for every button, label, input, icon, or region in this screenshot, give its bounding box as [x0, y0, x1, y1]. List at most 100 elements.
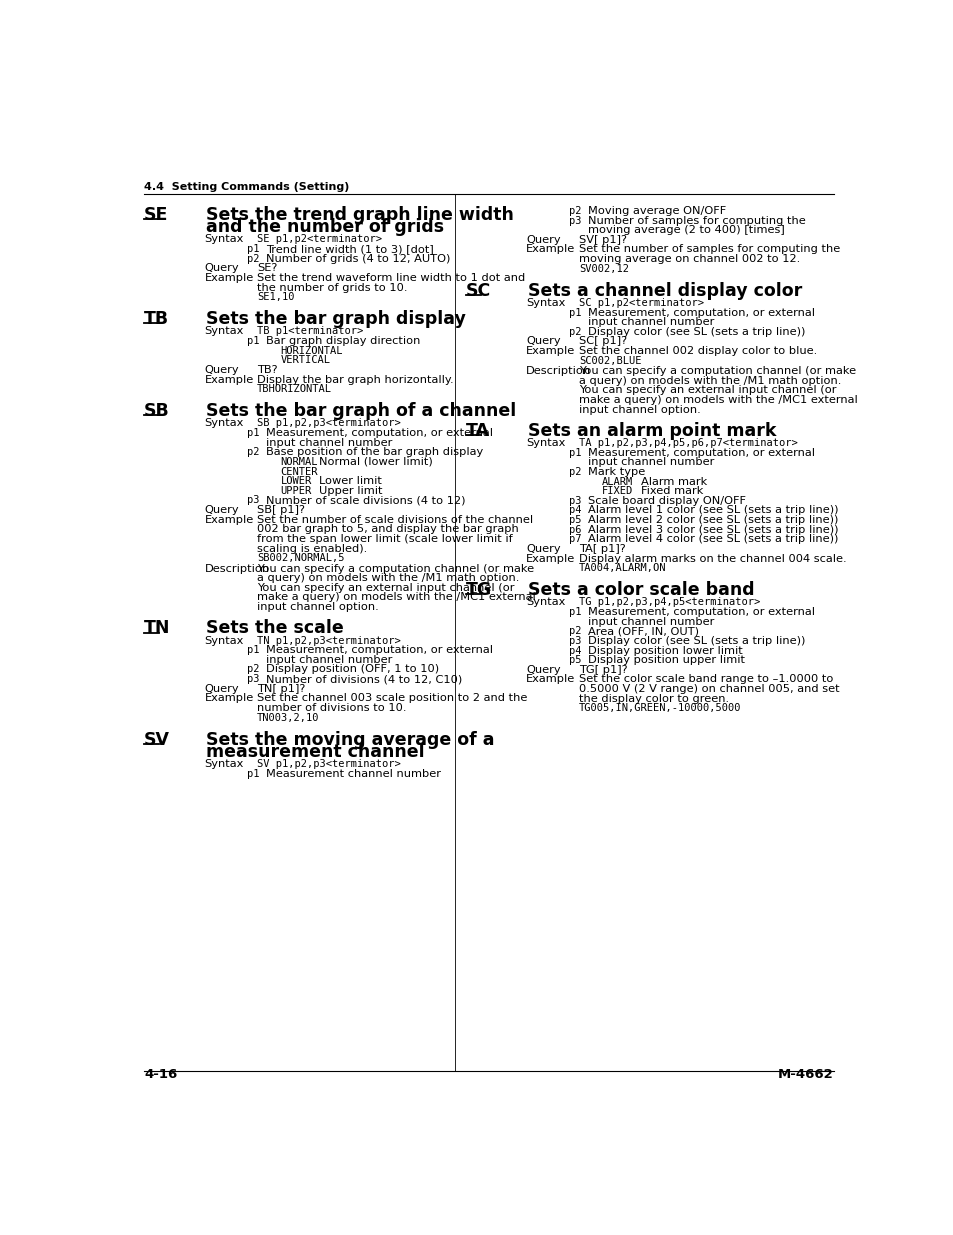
Text: Trend line width (1 to 3) [dot]: Trend line width (1 to 3) [dot]	[266, 245, 434, 254]
Text: TB: TB	[144, 310, 169, 329]
Text: and the number of grids: and the number of grids	[206, 219, 444, 236]
Text: Set the trend waveform line width to 1 dot and: Set the trend waveform line width to 1 d…	[257, 273, 525, 283]
Text: LOWER: LOWER	[280, 477, 312, 487]
Text: input channel number: input channel number	[587, 457, 714, 467]
Text: TN p1,p2,p3<terminator>: TN p1,p2,p3<terminator>	[257, 636, 400, 646]
Text: M-4662: M-4662	[778, 1068, 833, 1082]
Text: Sets the trend graph line width: Sets the trend graph line width	[206, 206, 514, 224]
Text: Sets a channel display color: Sets a channel display color	[527, 282, 801, 300]
Text: HORIZONTAL: HORIZONTAL	[280, 346, 342, 356]
Text: input channel option.: input channel option.	[578, 405, 700, 415]
Text: Query: Query	[525, 543, 560, 555]
Text: Sets the bar graph display: Sets the bar graph display	[206, 310, 465, 329]
Text: SE?: SE?	[257, 263, 277, 273]
Text: ALARM: ALARM	[601, 477, 633, 487]
Text: p1: p1	[568, 608, 580, 618]
Text: Syntax: Syntax	[204, 760, 244, 769]
Text: Query: Query	[204, 505, 239, 515]
Text: p3: p3	[568, 636, 580, 646]
Text: SB p1,p2,p3<terminator>: SB p1,p2,p3<terminator>	[257, 419, 400, 429]
Text: p1: p1	[247, 336, 259, 346]
Text: Alarm mark: Alarm mark	[640, 477, 706, 487]
Text: TA004,ALARM,ON: TA004,ALARM,ON	[578, 563, 665, 573]
Text: p6: p6	[568, 525, 580, 535]
Text: SV[ p1]?: SV[ p1]?	[578, 235, 626, 245]
Text: the number of grids to 10.: the number of grids to 10.	[257, 283, 407, 293]
Text: Fixed mark: Fixed mark	[640, 487, 702, 496]
Text: Measurement, computation, or external: Measurement, computation, or external	[266, 645, 493, 656]
Text: Normal (lower limit): Normal (lower limit)	[319, 457, 433, 467]
Text: p1: p1	[247, 769, 259, 779]
Text: SB002,NORMAL,5: SB002,NORMAL,5	[257, 553, 344, 563]
Text: p1: p1	[247, 429, 259, 438]
Text: Upper limit: Upper limit	[319, 485, 382, 495]
Text: Query: Query	[525, 235, 560, 245]
Text: Bar graph display direction: Bar graph display direction	[266, 336, 420, 346]
Text: Display position lower limit: Display position lower limit	[587, 646, 742, 656]
Text: TB?: TB?	[257, 366, 277, 375]
Text: 002 bar graph to 5, and display the bar graph: 002 bar graph to 5, and display the bar …	[257, 525, 518, 535]
Text: from the span lower limit (scale lower limit if: from the span lower limit (scale lower l…	[257, 534, 513, 543]
Text: Display the bar graph horizontally.: Display the bar graph horizontally.	[257, 374, 454, 384]
Text: SE1,10: SE1,10	[257, 293, 294, 303]
Text: Query: Query	[204, 263, 239, 273]
Text: SC002,BLUE: SC002,BLUE	[578, 356, 640, 366]
Text: Example: Example	[525, 674, 575, 684]
Text: Syntax: Syntax	[204, 636, 244, 646]
Text: Syntax: Syntax	[204, 326, 244, 336]
Text: Sets the scale: Sets the scale	[206, 620, 343, 637]
Text: input channel number: input channel number	[587, 317, 714, 327]
Text: p2: p2	[247, 253, 259, 264]
Text: TN[ p1]?: TN[ p1]?	[257, 684, 305, 694]
Text: TA: TA	[465, 422, 489, 440]
Text: p7: p7	[568, 535, 580, 545]
Text: p2: p2	[568, 626, 580, 636]
Text: Description: Description	[525, 366, 591, 377]
Text: Sets a color scale band: Sets a color scale band	[527, 582, 754, 599]
Text: Measurement, computation, or external: Measurement, computation, or external	[587, 608, 814, 618]
Text: Sets the bar graph of a channel: Sets the bar graph of a channel	[206, 403, 516, 420]
Text: Measurement, computation, or external: Measurement, computation, or external	[587, 448, 814, 458]
Text: Measurement, computation, or external: Measurement, computation, or external	[587, 308, 814, 317]
Text: a query) on models with the /M1 math option.: a query) on models with the /M1 math opt…	[578, 375, 841, 385]
Text: SV002,12: SV002,12	[578, 264, 628, 274]
Text: make a query) on models with the /MC1 external: make a query) on models with the /MC1 ex…	[578, 395, 857, 405]
Text: Display alarm marks on the channel 004 scale.: Display alarm marks on the channel 004 s…	[578, 553, 845, 563]
Text: Example: Example	[525, 346, 575, 356]
Text: SC[ p1]?: SC[ p1]?	[578, 336, 626, 347]
Text: Example: Example	[204, 273, 253, 283]
Text: Alarm level 4 color (see SL (sets a trip line)): Alarm level 4 color (see SL (sets a trip…	[587, 535, 838, 545]
Text: Display position (OFF, 1 to 10): Display position (OFF, 1 to 10)	[266, 664, 439, 674]
Text: TG[ p1]?: TG[ p1]?	[578, 664, 627, 674]
Text: input channel number: input channel number	[266, 437, 393, 448]
Text: p4: p4	[568, 646, 580, 656]
Text: 4-16: 4-16	[144, 1068, 177, 1082]
Text: Sets the moving average of a: Sets the moving average of a	[206, 731, 494, 748]
Text: moving average (2 to 400) [times]: moving average (2 to 400) [times]	[587, 225, 784, 235]
Text: Set the channel 002 display color to blue.: Set the channel 002 display color to blu…	[578, 346, 816, 356]
Text: Query: Query	[204, 366, 239, 375]
Text: SB[ p1]?: SB[ p1]?	[257, 505, 305, 515]
Text: Syntax: Syntax	[525, 598, 565, 608]
Text: Alarm level 1 color (see SL (sets a trip line)): Alarm level 1 color (see SL (sets a trip…	[587, 505, 838, 515]
Text: Display position upper limit: Display position upper limit	[587, 656, 744, 666]
Text: FIXED: FIXED	[601, 487, 633, 496]
Text: p1: p1	[568, 308, 580, 317]
Text: You can specify an external input channel (or: You can specify an external input channe…	[257, 583, 515, 593]
Text: Example: Example	[204, 515, 253, 525]
Text: p3: p3	[568, 216, 580, 226]
Text: TN: TN	[144, 620, 171, 637]
Text: input channel number: input channel number	[266, 655, 393, 664]
Text: Syntax: Syntax	[204, 419, 244, 429]
Text: Syntax: Syntax	[525, 298, 565, 308]
Text: TB p1<terminator>: TB p1<terminator>	[257, 326, 363, 336]
Text: Set the number of scale divisions of the channel: Set the number of scale divisions of the…	[257, 515, 533, 525]
Text: p3: p3	[568, 496, 580, 506]
Text: Query: Query	[525, 336, 560, 347]
Text: NORMAL: NORMAL	[280, 457, 317, 467]
Text: p3: p3	[247, 674, 259, 684]
Text: Number of samples for computing the: Number of samples for computing the	[587, 216, 805, 226]
Text: p5: p5	[568, 656, 580, 666]
Text: a query) on models with the /M1 math option.: a query) on models with the /M1 math opt…	[257, 573, 519, 583]
Text: Display color (see SL (sets a trip line)): Display color (see SL (sets a trip line)…	[587, 636, 804, 646]
